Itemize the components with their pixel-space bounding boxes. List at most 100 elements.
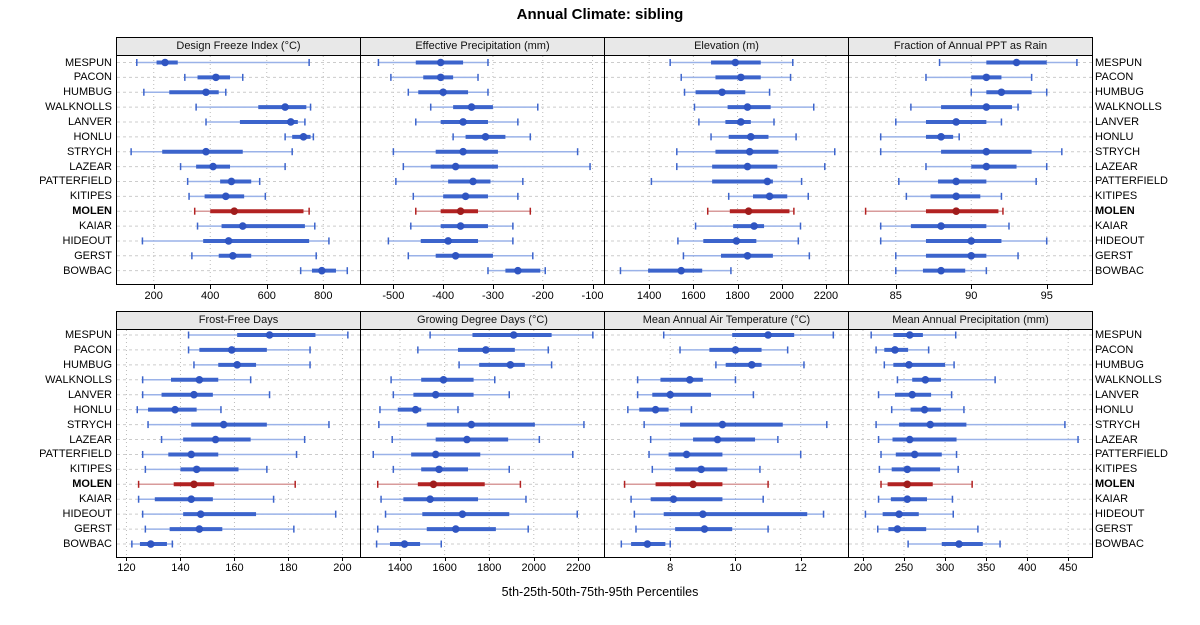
median-dot xyxy=(967,252,976,260)
x-axis-3: 1400 1600 1800 2000 2200 xyxy=(605,285,848,307)
site-label-lanver-right: LANVER xyxy=(1095,115,1140,128)
interval-row xyxy=(849,192,1092,201)
interval-row xyxy=(849,177,1092,186)
interval-row xyxy=(849,510,1092,518)
median-dot xyxy=(221,192,230,201)
interval-row xyxy=(117,58,360,67)
interval-row xyxy=(849,162,1092,171)
median-dot xyxy=(459,118,467,126)
panel-strip-row-0: Design Freeze Index (°C) Effective Precip… xyxy=(116,37,1093,285)
median-dot xyxy=(318,266,326,275)
axis-tick-label: -300 xyxy=(481,290,504,302)
axis-tick xyxy=(234,557,236,561)
median-dot xyxy=(171,405,179,414)
median-dot xyxy=(891,346,899,354)
median-dot xyxy=(763,177,772,186)
site-label-bowbac-right: BOWBAC xyxy=(1095,538,1144,551)
interval-row xyxy=(361,58,604,67)
interval-row xyxy=(849,450,1092,459)
site-label-walknolls-left: WALKNOLLS xyxy=(45,373,112,386)
interval-row xyxy=(361,465,604,474)
axis-tick-label: 2000 xyxy=(769,290,794,302)
axis-tick xyxy=(1027,557,1029,561)
interval-row xyxy=(117,88,360,97)
interval-row xyxy=(849,390,1092,399)
interval-row xyxy=(361,192,604,201)
median-dot xyxy=(286,118,295,126)
median-dot xyxy=(482,346,490,354)
interval-row xyxy=(361,162,604,171)
interval-row xyxy=(849,133,1092,141)
site-label-pacon-left: PACON xyxy=(73,343,112,356)
median-dot xyxy=(967,237,976,245)
median-dot xyxy=(765,192,774,201)
axis-tick xyxy=(693,285,695,289)
median-dot xyxy=(731,58,740,67)
axis-tick-label: 120 xyxy=(117,562,136,574)
median-dot xyxy=(952,207,960,215)
median-dot xyxy=(955,540,963,548)
axis-tick-label: 12 xyxy=(794,562,807,574)
median-dot xyxy=(224,237,233,245)
interval-row xyxy=(605,147,848,156)
x-axis-4: 85 90 95 xyxy=(849,285,1092,307)
median-dot xyxy=(469,177,477,186)
axis-tick-label: 300 xyxy=(935,562,955,574)
median-dot xyxy=(429,480,438,489)
site-label-hideout-right: HIDEOUT xyxy=(1095,508,1145,521)
axis-tick-label: -100 xyxy=(581,290,604,302)
interval-row xyxy=(605,133,848,141)
median-dot xyxy=(764,331,772,339)
median-dot xyxy=(451,162,460,171)
site-label-molen-left: MOLEN xyxy=(72,205,112,218)
site-label-mespun-left: MESPUN xyxy=(64,56,112,69)
panel-plot-area xyxy=(849,56,1092,284)
interval-row xyxy=(117,465,360,474)
site-label-walknolls-left: WALKNOLLS xyxy=(45,101,112,114)
axis-tick xyxy=(578,557,580,561)
median-dot xyxy=(689,480,697,489)
interval-row xyxy=(117,266,360,275)
site-label-mespun-right: MESPUN xyxy=(1095,56,1143,69)
interval-row xyxy=(117,510,360,518)
median-dot xyxy=(982,147,991,156)
median-dot xyxy=(682,450,691,459)
median-dot xyxy=(456,207,465,215)
interval-row xyxy=(117,390,360,399)
axis-tick xyxy=(126,557,128,561)
panel-effective-precipitation-mm: Effective Precipitation (mm) xyxy=(361,38,605,284)
median-dot xyxy=(506,361,515,369)
axis-tick xyxy=(393,285,395,289)
interval-row xyxy=(605,480,848,489)
interval-row xyxy=(605,510,848,518)
site-label-bowbac-left: BOWBAC xyxy=(63,264,112,277)
interval-row xyxy=(605,88,848,97)
site-label-honlu-right: HONLU xyxy=(1095,130,1134,143)
median-dot xyxy=(299,133,308,141)
interval-row xyxy=(605,222,848,230)
interval-row xyxy=(117,346,360,354)
median-dot xyxy=(926,420,935,429)
panel-plot-area xyxy=(849,330,1092,557)
interval-row xyxy=(849,540,1092,548)
interval-row xyxy=(117,103,360,111)
median-dot xyxy=(509,331,518,339)
median-dot xyxy=(195,525,204,533)
site-label-strych-right: STRYCH xyxy=(1095,145,1141,158)
site-label-kitipes-left: KITIPES xyxy=(69,463,112,476)
median-dot xyxy=(700,525,709,533)
axis-tick-label: 1600 xyxy=(681,290,706,302)
axis-tick xyxy=(735,557,737,561)
median-dot xyxy=(937,266,945,275)
interval-row xyxy=(117,207,360,215)
axis-tick xyxy=(895,285,897,289)
interval-row xyxy=(605,405,848,414)
axis-tick-label: 1600 xyxy=(432,562,457,574)
interval-row xyxy=(849,118,1092,126)
median-dot xyxy=(195,375,204,384)
median-dot xyxy=(952,177,960,186)
median-dot xyxy=(467,420,476,429)
site-label-honlu-left: HONLU xyxy=(73,130,112,143)
interval-row xyxy=(361,346,604,354)
site-label-kitipes-right: KITIPES xyxy=(1095,463,1138,476)
